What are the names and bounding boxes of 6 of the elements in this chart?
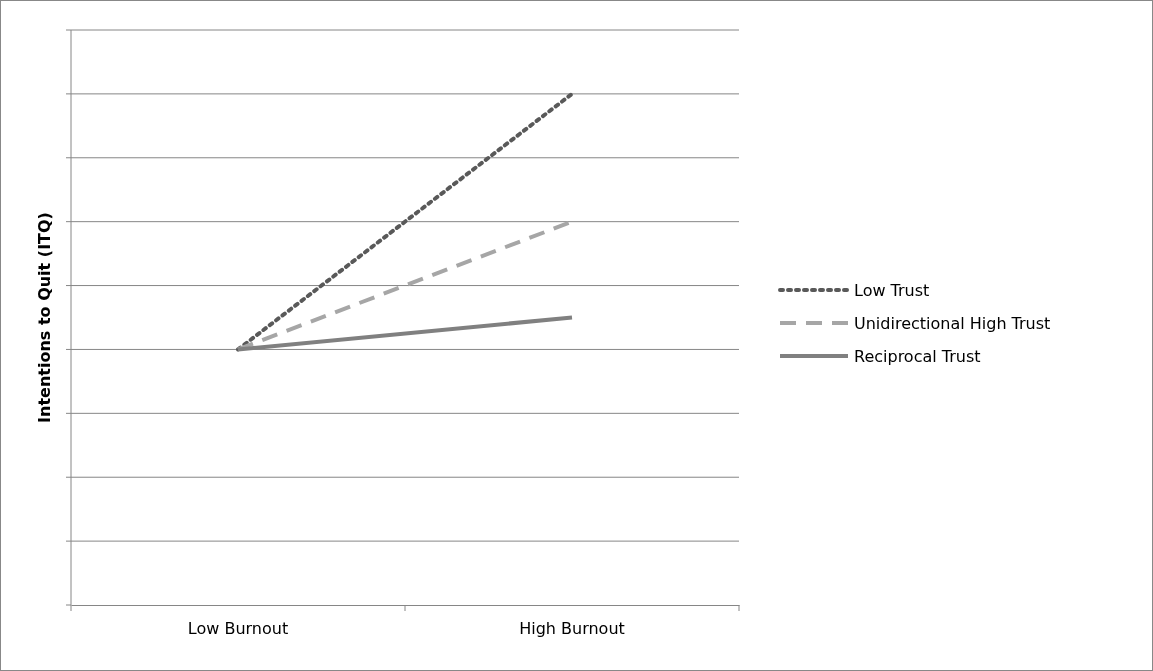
x-tick-label: High Burnout xyxy=(519,618,625,638)
legend-label: Low Trust xyxy=(854,281,930,300)
y-axis-title: Intentions to Quit (ITQ) xyxy=(35,212,54,423)
legend-label: Reciprocal Trust xyxy=(854,347,981,366)
legend-label: Unidirectional High Trust xyxy=(854,314,1051,333)
x-tick-label: Low Burnout xyxy=(187,618,289,638)
